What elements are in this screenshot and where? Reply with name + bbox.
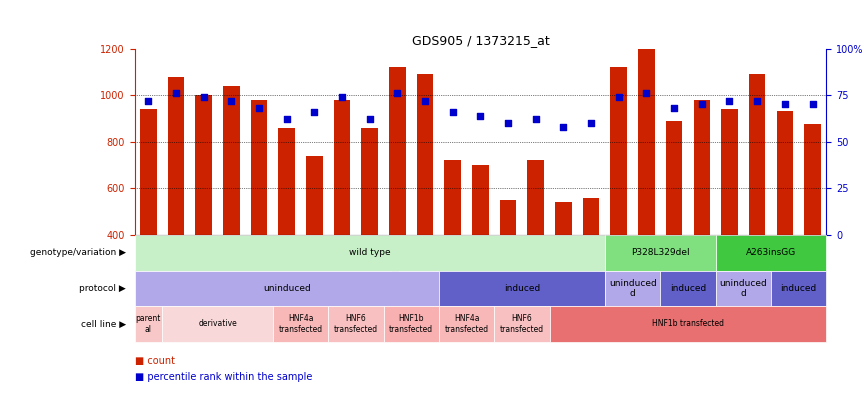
Bar — [610, 67, 627, 235]
Bar — [804, 124, 821, 235]
Point — [141, 98, 155, 104]
Text: HNF4a
transfected: HNF4a transfected — [444, 314, 489, 334]
Point — [778, 101, 792, 108]
Point — [806, 101, 819, 108]
Bar — [582, 198, 600, 235]
Point — [391, 90, 404, 96]
Text: HNF6
transfected: HNF6 transfected — [500, 314, 544, 334]
Bar — [306, 156, 323, 235]
Bar — [168, 77, 184, 235]
Bar — [528, 160, 544, 235]
Bar — [556, 202, 572, 235]
Bar — [444, 160, 461, 235]
Point — [169, 90, 183, 96]
Point — [667, 105, 681, 111]
Text: wild type: wild type — [349, 248, 391, 257]
Bar — [140, 109, 157, 235]
Bar — [694, 100, 710, 235]
Bar — [195, 95, 212, 235]
Text: HNF6
transfected: HNF6 transfected — [334, 314, 378, 334]
Point — [363, 116, 377, 123]
Point — [335, 94, 349, 100]
Point — [750, 98, 764, 104]
Point — [529, 116, 542, 123]
Bar — [417, 74, 433, 235]
Bar — [389, 67, 405, 235]
Point — [695, 101, 709, 108]
Bar — [500, 200, 516, 235]
Bar — [666, 121, 682, 235]
Text: induced: induced — [670, 284, 706, 293]
Bar — [721, 109, 738, 235]
Point — [252, 105, 266, 111]
Bar — [334, 100, 351, 235]
Point — [307, 109, 321, 115]
Point — [722, 98, 736, 104]
Point — [418, 98, 432, 104]
Point — [640, 90, 654, 96]
Point — [556, 124, 570, 130]
Text: uninduced
d: uninduced d — [720, 279, 767, 298]
Bar — [251, 100, 267, 235]
Point — [446, 109, 460, 115]
Point — [501, 120, 515, 126]
Text: cell line ▶: cell line ▶ — [81, 320, 126, 328]
Bar — [223, 86, 240, 235]
Point — [279, 116, 293, 123]
Text: uninduced
d: uninduced d — [608, 279, 656, 298]
Point — [584, 120, 598, 126]
Bar — [777, 111, 793, 235]
Text: ■ count: ■ count — [135, 356, 174, 366]
Text: HNF4a
transfected: HNF4a transfected — [279, 314, 323, 334]
Point — [474, 113, 488, 119]
Bar — [361, 128, 378, 235]
Text: protocol ▶: protocol ▶ — [79, 284, 126, 293]
Text: genotype/variation ▶: genotype/variation ▶ — [30, 248, 126, 257]
Point — [225, 98, 239, 104]
Bar — [638, 49, 654, 235]
Text: ■ percentile rank within the sample: ■ percentile rank within the sample — [135, 372, 312, 382]
Bar — [279, 128, 295, 235]
Point — [197, 94, 211, 100]
Text: HNF1b
transfected: HNF1b transfected — [389, 314, 433, 334]
Text: induced: induced — [780, 284, 817, 293]
Text: HNF1b transfected: HNF1b transfected — [652, 320, 724, 328]
Text: induced: induced — [503, 284, 540, 293]
Text: uninduced: uninduced — [263, 284, 311, 293]
Text: parent
al: parent al — [135, 314, 161, 334]
Text: derivative: derivative — [198, 320, 237, 328]
Text: P328L329del: P328L329del — [631, 248, 689, 257]
Bar — [749, 74, 766, 235]
Text: A263insGG: A263insGG — [746, 248, 796, 257]
Bar — [472, 165, 489, 235]
Title: GDS905 / 1373215_at: GDS905 / 1373215_at — [411, 34, 549, 47]
Point — [612, 94, 626, 100]
